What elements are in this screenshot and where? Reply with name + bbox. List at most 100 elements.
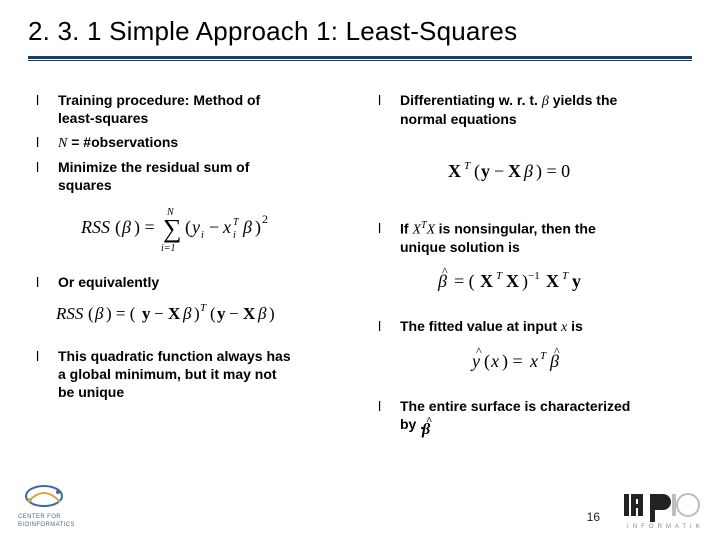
svg-text:(: ( (88, 304, 94, 323)
svg-text:−: − (154, 304, 164, 323)
svg-text:−: − (209, 217, 219, 237)
svg-text:β: β (437, 271, 447, 291)
text: = #observations (67, 134, 178, 150)
left-bullets-2: Or equivalently (36, 274, 356, 292)
left-bullet-1: Training procedure: Method of least-squa… (36, 92, 356, 128)
svg-text:y: y (190, 217, 200, 237)
left-bullet-2: N = #observations (36, 134, 356, 153)
svg-text:(: ( (474, 161, 480, 182)
svg-text:RSS: RSS (56, 304, 84, 323)
footer-left-label2: BIOINFORMATICS (18, 522, 75, 528)
equation-rss-matrix: RSS ( β ) = ( y − X β ) T ( y − X β ) (36, 299, 356, 334)
left-bullet-3: Minimize the residual sum of squares (36, 159, 356, 195)
right-bullet-2: If XTX is nonsingular, then the unique s… (378, 220, 698, 257)
svg-text:= (: = ( (454, 271, 475, 292)
svg-text:X: X (506, 271, 519, 291)
text: be unique (58, 384, 124, 400)
right-bullet-1: Differentiating w. r. t. β yields the no… (378, 92, 698, 129)
svg-text:−1: −1 (528, 270, 540, 282)
svg-text:β: β (257, 304, 267, 323)
var-X1: X (412, 222, 421, 237)
svg-text:(: ( (185, 217, 191, 238)
svg-text:(: ( (484, 351, 490, 372)
svg-text:) =: ) = (134, 217, 155, 238)
text: yields the (549, 92, 617, 108)
right-bullets-2: If XTX is nonsingular, then the unique s… (378, 220, 698, 257)
svg-text:i: i (233, 230, 236, 241)
svg-text:y: y (481, 161, 490, 181)
svg-text:−: − (229, 304, 239, 323)
text: The fitted value at input (400, 318, 561, 334)
svg-text:X: X (168, 304, 181, 323)
svg-text:T: T (562, 270, 569, 282)
svg-text:X: X (508, 161, 521, 181)
left-bullet-4: Or equivalently (36, 274, 356, 292)
text: If (400, 220, 412, 236)
text: Training procedure: Method of (58, 92, 260, 108)
svg-text:β: β (549, 351, 559, 371)
svg-text:y: y (217, 304, 226, 323)
equation-betahat: ^ β = ( X T X ) −1 X T y (378, 265, 698, 304)
page-number: 16 (587, 510, 600, 524)
svg-text:∑: ∑ (163, 214, 182, 243)
svg-text:y: y (142, 304, 151, 323)
text: Minimize the residual sum of (58, 159, 249, 175)
left-bullets: Training procedure: Method of least-squa… (36, 92, 356, 195)
text: squares (58, 177, 112, 193)
var-N: N (58, 136, 67, 151)
left-column: Training procedure: Method of least-squa… (36, 92, 356, 408)
svg-text:β: β (121, 217, 131, 237)
svg-text:x: x (222, 217, 231, 237)
svg-text:β: β (242, 217, 252, 237)
svg-text:x: x (490, 351, 499, 371)
equation-rss-sum: RSS ( β ) = ∑ N i=1 ( y i − x i T β ) 2 (36, 203, 356, 260)
equation-yhat: ^ y ( x ) = x T ^ β (378, 345, 698, 384)
svg-text:y: y (572, 271, 581, 291)
svg-text:T: T (496, 270, 503, 282)
footer-left-logo: CENTER FOR BIOINFORMATICS (18, 478, 88, 530)
svg-text:β: β (421, 421, 431, 438)
svg-text:): ) (269, 304, 275, 323)
text: is (567, 318, 583, 334)
footer-left-label1: CENTER FOR (18, 514, 61, 520)
svg-text:N: N (166, 207, 175, 218)
right-bullet-3: The fitted value at input x is (378, 318, 698, 337)
svg-text:RSS: RSS (81, 217, 110, 237)
text: normal equations (400, 111, 517, 127)
text: a global minimum, but it may not (58, 366, 277, 382)
text: This quadratic function always has (58, 348, 291, 364)
text: unique solution is (400, 239, 520, 255)
footer-right-label: I N F O R M A T I K (627, 524, 701, 530)
slide: 2. 3. 1 Simple Approach 1: Least-Squares… (0, 0, 720, 540)
text: least-squares (58, 110, 148, 126)
svg-text:T: T (233, 217, 240, 228)
right-column: Differentiating w. r. t. β yields the no… (378, 92, 698, 440)
svg-text:β: β (523, 161, 533, 181)
svg-text:X: X (243, 304, 256, 323)
title-rule-thick (28, 56, 692, 59)
svg-text:): ) (194, 304, 200, 323)
text: The entire surface is characterized (400, 398, 630, 414)
svg-text:y: y (470, 351, 480, 371)
svg-text:X: X (480, 271, 493, 291)
svg-text:x: x (529, 351, 538, 371)
right-bullets: Differentiating w. r. t. β yields the no… (378, 92, 698, 129)
svg-text:X: X (448, 161, 461, 181)
footer-right-logo: I N F O R M A T I K (624, 490, 702, 530)
right-bullets-3: The fitted value at input x is (378, 318, 698, 337)
left-bullets-3: This quadratic function always has a glo… (36, 348, 356, 402)
svg-text:) =: ) = (502, 351, 523, 372)
slide-title: 2. 3. 1 Simple Approach 1: Least-Squares (28, 16, 517, 47)
svg-text:) = (: ) = ( (106, 304, 136, 323)
text: Or equivalently (58, 274, 159, 290)
var-X2: X (427, 222, 439, 237)
equation-normal: X T ( y − X β ) = 0 (378, 157, 698, 192)
svg-text:(: ( (115, 217, 121, 238)
left-bullet-5: This quadratic function always has a glo… (36, 348, 356, 402)
svg-text:β: β (94, 304, 104, 323)
svg-text:) = 0: ) = 0 (536, 161, 570, 182)
svg-text:(: ( (210, 304, 216, 323)
svg-text:T: T (200, 302, 207, 314)
svg-text:β: β (182, 304, 192, 323)
var-beta: β (542, 94, 549, 109)
